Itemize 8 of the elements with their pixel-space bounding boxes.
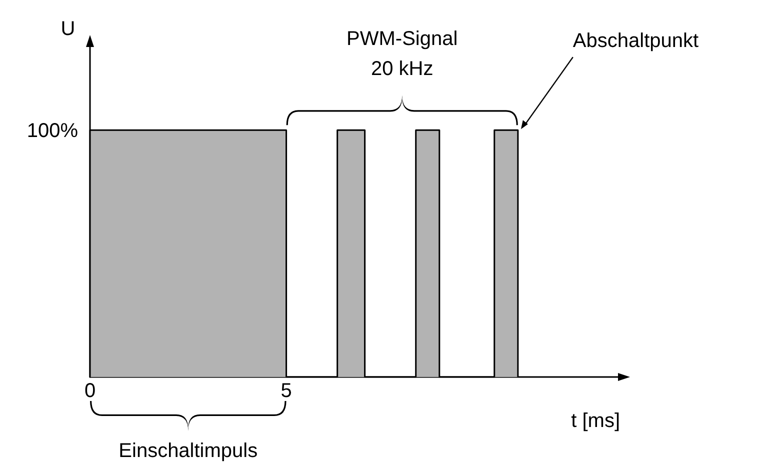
y-axis-title: U <box>60 18 76 40</box>
annotation: 100% <box>26 120 78 142</box>
text: Einschaltimpuls <box>118 440 258 462</box>
x-tick-label: 5 <box>280 380 292 402</box>
annotation: Abschaltpunkt <box>572 30 700 52</box>
text: PWM-Signal 20 kHz <box>346 28 458 80</box>
x-tick-label: 0 <box>84 380 96 402</box>
x-axis-title: t [ms] <box>571 410 620 432</box>
